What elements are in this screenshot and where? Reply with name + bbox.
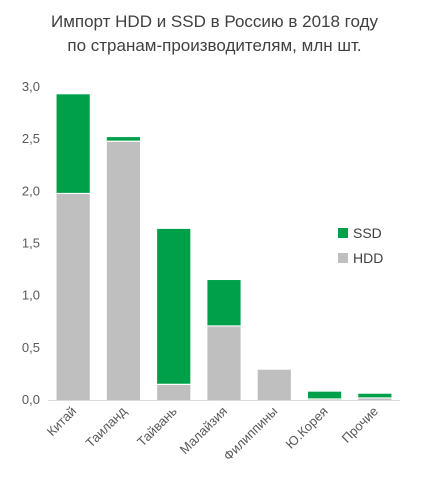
chart-subtitle: по странам-производителям, млн шт. [67, 36, 362, 55]
x-tick-label: Таиланд [83, 403, 130, 450]
bar-ssd [106, 137, 141, 142]
chart-title-block: Импорт HDD и SSD в Россию в 2018 году по… [0, 10, 429, 58]
bar-hdd [106, 141, 141, 400]
bar-ssd [56, 94, 90, 194]
x-tick-label: Прочие [339, 404, 381, 446]
bar-ssd [207, 280, 241, 326]
y-tick-label: 0,5 [22, 340, 40, 355]
x-tick-label: Китай [44, 404, 79, 439]
x-tick-label: Ю.Корея [283, 404, 331, 452]
bar-hdd [207, 325, 241, 400]
legend-label-hdd: HDD [353, 250, 383, 266]
bar-hdd [157, 384, 191, 400]
bar-hdd [257, 369, 291, 400]
y-tick-label: 1,5 [22, 236, 40, 251]
bar-hdd [358, 397, 392, 400]
y-tick-label: 0,0 [22, 392, 40, 407]
x-tick-label: Малайзия [177, 404, 230, 457]
x-tick-label: Филиппины [220, 404, 280, 464]
legend-swatch-ssd [338, 228, 348, 238]
bar-ssd [307, 391, 342, 399]
y-tick-label: 1,0 [22, 288, 40, 303]
legend-label-ssd: SSD [353, 225, 382, 241]
y-tick-label: 2,5 [22, 131, 40, 146]
bar-ssd [157, 228, 191, 385]
bar-hdd [56, 193, 90, 400]
x-tick-label: Тайвань [134, 403, 180, 449]
y-tick-label: 3,0 [22, 79, 40, 94]
y-tick-label: 2,0 [22, 183, 40, 198]
chart-title: Импорт HDD и SSD в Россию в 2018 году [50, 12, 378, 31]
legend-swatch-hdd [338, 253, 348, 263]
bar-ssd [358, 393, 392, 398]
